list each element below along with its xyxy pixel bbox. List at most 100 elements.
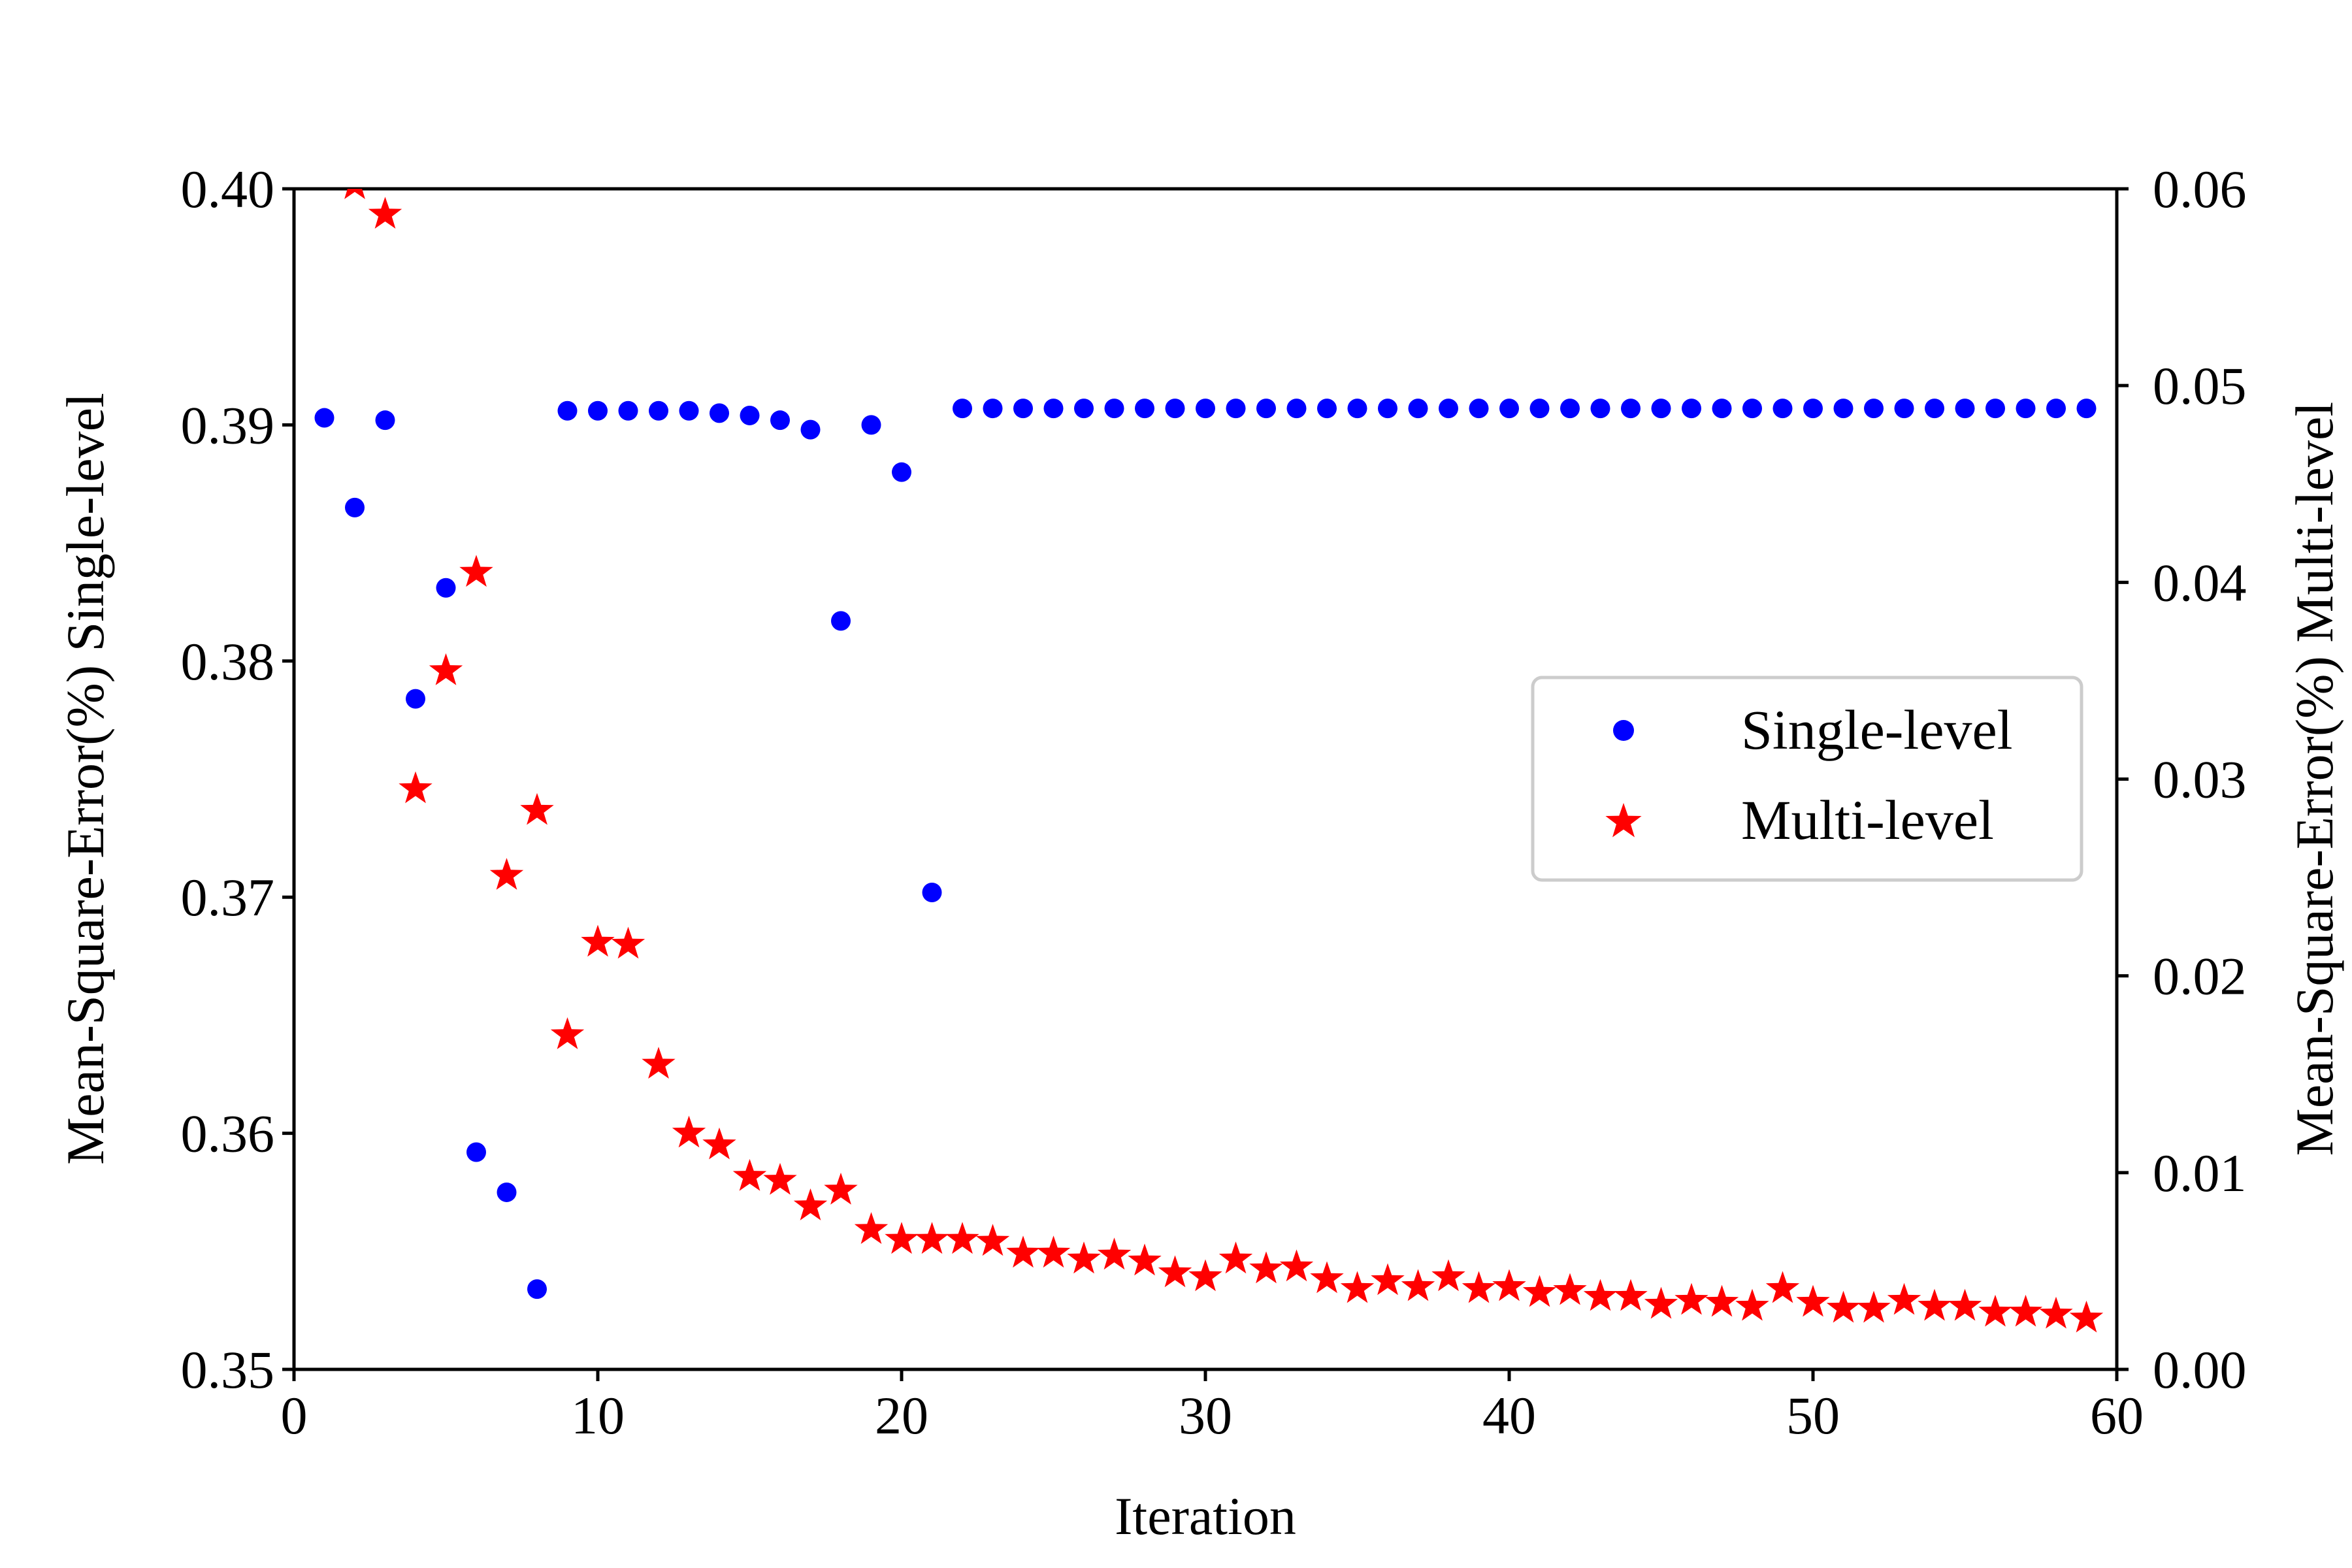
single-level-point [1894,399,1914,419]
single-level-point [618,400,638,421]
x-tick-label: 10 [571,1386,625,1445]
multi-level-point [1918,1288,1952,1321]
single-level-point [1135,399,1154,419]
single-level-point [1256,399,1276,419]
single-level-point [1560,399,1580,419]
multi-level-point [1826,1290,1861,1323]
multi-level-point [1948,1288,1982,1321]
multi-level-point [1614,1279,1648,1311]
multi-level-point [1583,1279,1618,1311]
multi-level-point [1887,1282,1921,1315]
legend: Single-level Multi-level [1531,676,2083,882]
multi-level-point [1978,1294,2012,1327]
left-y-axis-label: Mean-Square-Error(%) Single-level [56,393,115,1165]
single-level-point [1226,399,1246,419]
multi-level-point [1765,1271,1800,1303]
single-level-point [1013,399,1033,419]
series-multi-level [344,189,2104,1333]
single-level-point [770,410,790,431]
legend-marker-multi-level [1605,803,1642,838]
left-y-tick-label: 0.40 [181,159,275,219]
single-level-point [466,1142,486,1162]
multi-level-point [1492,1269,1526,1301]
multi-level-point [1158,1255,1192,1288]
multi-level-point [1705,1284,1739,1317]
right-y-tick-label: 0.01 [2153,1143,2247,1203]
multi-level-point [1371,1263,1405,1296]
single-level-point [1590,399,1610,419]
single-level-point [588,400,608,421]
multi-level-point [824,1172,858,1205]
multi-level-point [885,1222,919,1254]
multi-level-point [550,1017,585,1049]
legend-label-single-level: Single-level [1741,698,2013,761]
single-level-point [983,399,1003,419]
multi-level-point [520,792,554,825]
multi-level-point [1522,1275,1557,1307]
single-level-point [1803,399,1823,419]
left-y-tick-label: 0.37 [181,868,275,927]
multi-level-point [1674,1282,1708,1315]
single-level-point [861,415,881,435]
right-y-tick-label: 0.02 [2153,947,2247,1006]
multi-level-point [1735,1288,1769,1321]
multi-level-point [1796,1284,1830,1317]
left-y-axis-ticks: 0.35 0.36 0.37 0.38 0.39 0.40 [181,159,294,1399]
multi-level-point [611,926,645,959]
single-level-point [1833,399,1854,419]
single-level-point [953,399,972,419]
single-level-point [497,1182,517,1202]
left-y-tick-label: 0.35 [181,1340,275,1399]
multi-level-point [732,1158,767,1191]
multi-level-point [1249,1251,1283,1284]
right-y-tick-label: 0.03 [2153,750,2247,809]
multi-level-point [1310,1261,1344,1294]
single-level-point [527,1279,547,1299]
single-level-point [1682,399,1701,419]
single-level-point [740,405,760,425]
single-level-point [1772,399,1793,419]
left-y-tick-label: 0.38 [181,632,275,691]
multi-level-point [489,858,524,890]
right-y-tick-label: 0.05 [2153,356,2247,416]
x-axis-label: Iteration [1115,1486,1296,1546]
multi-level-point [793,1188,828,1220]
single-level-point [710,403,729,423]
multi-level-point [1006,1235,1040,1268]
single-level-point [2046,399,2066,419]
single-level-point [436,578,456,598]
multi-level-point [1036,1235,1071,1268]
single-level-point [1286,399,1307,419]
single-level-point [1439,399,1458,419]
right-y-tick-label: 0.06 [2153,159,2247,219]
x-tick-label: 30 [1179,1386,1232,1445]
single-level-point [922,882,942,902]
single-level-point [406,689,425,709]
series-single-level [314,399,2097,1299]
multi-level-point [672,1115,706,1148]
multi-level-point [1644,1286,1678,1319]
multi-level-point [702,1127,736,1160]
single-level-point [2016,399,2036,419]
multi-level-point [1128,1243,1162,1276]
multi-level-point [399,771,433,804]
single-level-point [1043,399,1064,419]
single-level-point [649,400,668,421]
legend-marker-single-level [1613,720,1634,741]
right-y-axis-label: Mean-Square-Error(%) Multi-level [2285,402,2344,1156]
multi-level-point [975,1224,1010,1256]
single-level-point [1317,399,1337,419]
multi-level-point [459,555,493,587]
single-level-point [1378,399,1397,419]
multi-level-point [945,1222,979,1254]
single-level-point [1347,399,1367,419]
single-level-point [892,462,911,482]
single-level-point [1469,399,1489,419]
x-tick-label: 40 [1482,1386,1536,1445]
multi-level-point [581,924,615,957]
single-level-point [1985,399,2005,419]
multi-level-point [1431,1259,1465,1292]
single-level-point [831,611,851,631]
multi-level-point [763,1162,797,1195]
multi-level-point [642,1047,676,1079]
